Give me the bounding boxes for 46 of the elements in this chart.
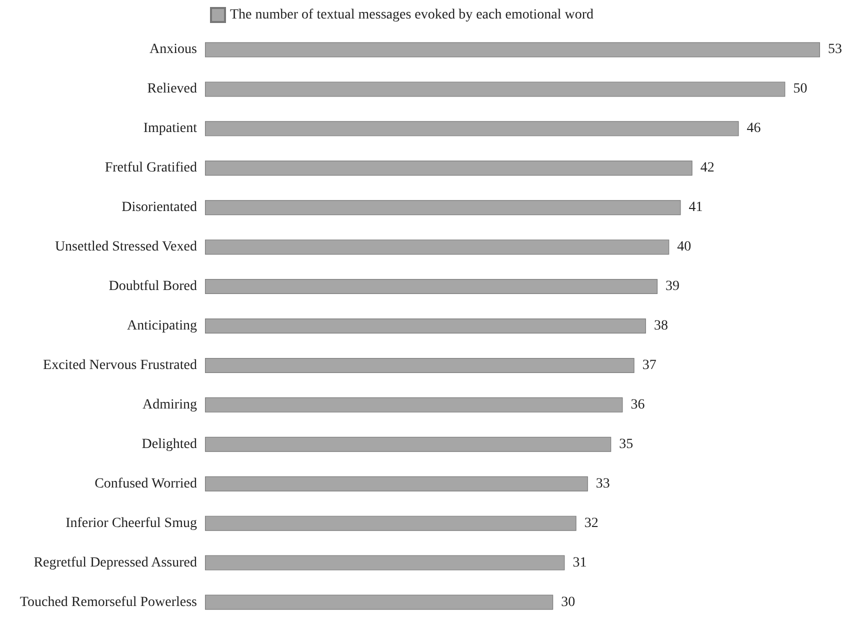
data-label: 41 (688, 200, 703, 216)
y-tick-label: Confused Worried (94, 476, 197, 492)
y-tick-label: Fretful Gratified (104, 160, 197, 176)
y-tick-label: Touched Remorseful Powerless (20, 594, 197, 610)
data-label: 30 (561, 594, 576, 610)
bar (205, 594, 554, 610)
data-label: 40 (677, 240, 692, 255)
y-tick-label: Disorientated (122, 200, 197, 216)
bar (205, 397, 623, 412)
bar (205, 121, 739, 136)
bar (205, 476, 588, 492)
data-label: 36 (630, 397, 645, 412)
bar (205, 42, 820, 58)
data-label: 35 (619, 436, 634, 452)
y-tick-label: Anticipating (127, 318, 197, 334)
bar (205, 240, 670, 255)
data-label: 37 (642, 358, 656, 373)
y-tick-label: Inferior Cheerful Smug (66, 516, 197, 531)
y-tick-label: Anxious (150, 42, 197, 58)
y-tick-label: Delighted (142, 436, 197, 452)
data-label: 53 (828, 42, 842, 58)
data-label: 39 (666, 279, 680, 294)
bar (205, 555, 565, 570)
bar (205, 200, 681, 216)
legend-label: The number of textual messages evoked by each emotional word (230, 8, 594, 22)
data-label: 31 (572, 555, 587, 570)
y-tick-label: Relieved (147, 82, 197, 97)
data-label: 32 (584, 516, 598, 531)
bar (205, 358, 634, 373)
data-label: 42 (700, 160, 714, 176)
y-tick-label: Impatient (143, 121, 198, 136)
data-label: 33 (596, 476, 610, 492)
bar (205, 279, 658, 294)
y-tick-label: Regretful Depressed Assured (34, 555, 197, 570)
data-label: 38 (654, 318, 668, 334)
bar (205, 160, 692, 176)
bar (205, 516, 576, 531)
bar (205, 82, 786, 97)
bar (205, 318, 646, 334)
y-tick-label: Excited Nervous Frustrated (43, 358, 197, 373)
y-tick-label: Unsettled Stressed Vexed (54, 240, 197, 255)
bar (205, 436, 612, 452)
y-tick-label: Doubtful Bored (108, 279, 197, 294)
data-label: 46 (746, 121, 761, 136)
data-label: 50 (793, 82, 808, 97)
y-tick-label: Admiring (142, 397, 197, 412)
